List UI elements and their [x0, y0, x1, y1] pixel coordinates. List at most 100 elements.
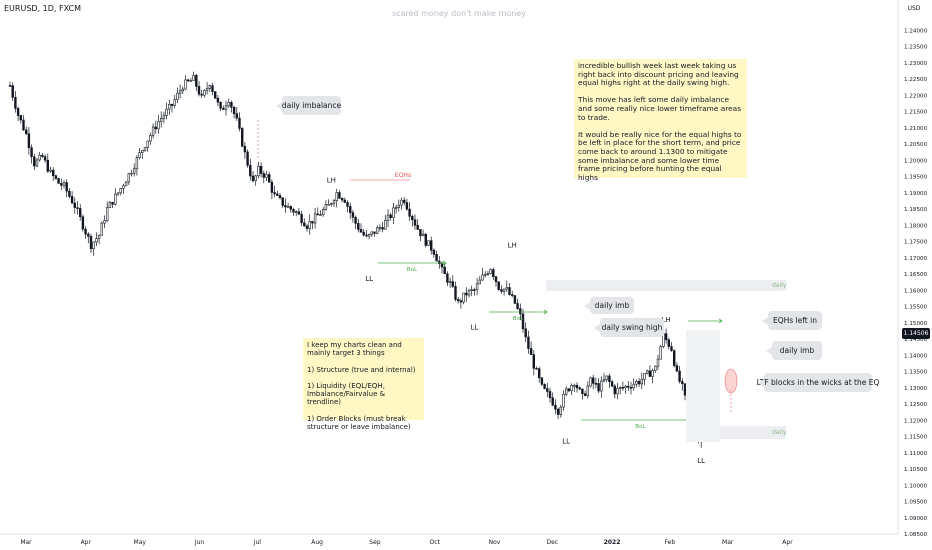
price-tick-label: 1.22000	[904, 93, 928, 99]
candle-body-down	[111, 201, 114, 205]
candle-body-up	[100, 222, 104, 236]
price-tick-label: 1.10000	[904, 483, 928, 489]
candle-body-down	[340, 197, 344, 201]
candle-body-up	[257, 165, 260, 177]
candle-body-down	[300, 213, 303, 224]
candle-body-up	[462, 292, 465, 303]
candle-body-up	[124, 181, 128, 187]
candle-body-up	[141, 150, 144, 153]
candle-body-down	[381, 227, 384, 230]
bos-arrow	[442, 260, 447, 266]
candle-body-down	[402, 199, 406, 203]
candle-body-down	[214, 91, 217, 99]
candle-body-up	[651, 370, 654, 377]
candle-body-down	[578, 387, 581, 390]
candle-body-down	[446, 273, 449, 283]
candle-body-up	[335, 192, 338, 201]
candle-body-down	[513, 295, 517, 304]
callout-daily-swing-high: daily swing high	[594, 318, 664, 337]
candle-body-up	[114, 193, 117, 205]
candle-body-down	[492, 269, 495, 278]
candle-body-down	[629, 386, 633, 389]
candle-body-up	[483, 273, 487, 276]
candle-body-up	[106, 207, 109, 221]
candle-body-down	[68, 190, 71, 197]
bos-arrow	[718, 318, 723, 324]
candle-body-up	[138, 152, 141, 158]
candle-body-down	[465, 292, 468, 296]
candle-body-down	[338, 192, 341, 199]
price-tick-label: 1.13000	[904, 386, 928, 392]
candle-body-down	[8, 85, 12, 87]
callout-daily-imb-2: daily imb	[766, 341, 822, 360]
zone-label-lower: daily	[772, 429, 787, 436]
candle-body-down	[527, 336, 530, 349]
candle-body-up	[162, 115, 166, 119]
candle-body-up	[400, 199, 403, 206]
candle-body-up	[327, 203, 330, 206]
candle-body-down	[232, 107, 236, 115]
chart-subtitle: scared money don't make money	[392, 9, 526, 18]
candle-body-down	[373, 231, 376, 234]
candle-body-down	[65, 182, 68, 192]
candle-body-down	[591, 377, 595, 384]
time-tick-label: Mar	[722, 539, 734, 546]
candle-body-up	[448, 281, 452, 283]
candle-body-up	[203, 90, 206, 96]
candle-body-down	[627, 385, 630, 388]
candle-body-down	[637, 381, 641, 385]
candle-body-down	[546, 388, 549, 392]
candle-body-up	[92, 241, 95, 250]
price-tick-label: 1.14500	[904, 337, 928, 343]
time-tick-label: Oct	[430, 539, 441, 546]
price-tick-label: 1.20500	[904, 142, 928, 148]
price-tick-label: 1.20000	[904, 158, 928, 164]
zone-label-upper: daily	[772, 282, 787, 289]
time-tick-label: Apr	[81, 539, 92, 546]
candle-body-up	[481, 274, 484, 281]
candle-body-up	[192, 74, 195, 81]
candle-body-down	[219, 101, 222, 109]
candle-body-down	[583, 393, 587, 396]
candle-body-up	[116, 192, 120, 195]
price-tick-label: 1.24000	[904, 28, 928, 34]
candle-body-down	[73, 202, 77, 208]
candle-body-up	[286, 206, 290, 208]
structure-label-ll: LL	[365, 275, 373, 283]
candle-body-up	[392, 207, 395, 219]
candle-body-up	[605, 375, 608, 381]
candle-body-up	[570, 385, 573, 392]
candle-body-up	[421, 233, 425, 237]
candle-body-down	[454, 286, 457, 300]
candle-body-down	[249, 165, 252, 177]
callout-eqhs-left-in: EQHs left in	[762, 311, 822, 330]
candle-body-down	[216, 97, 220, 103]
candle-body-down	[521, 313, 525, 330]
candle-body-down	[554, 404, 557, 410]
candle-body-down	[667, 339, 671, 347]
candle-body-down	[316, 213, 319, 216]
time-tick-label: 2022	[604, 539, 621, 546]
candle-body-down	[30, 147, 33, 158]
candle-body-down	[672, 350, 676, 366]
candle-body-down	[222, 107, 225, 110]
candle-body-up	[176, 92, 179, 100]
candle-body-down	[46, 159, 50, 172]
price-tick-label: 1.15000	[904, 321, 928, 327]
candle-body-down	[33, 156, 36, 167]
candle-body-up	[224, 105, 228, 110]
price-axis-unit: USD	[908, 5, 921, 12]
time-tick-label: Feb	[665, 539, 676, 546]
candle-body-down	[200, 93, 203, 96]
candle-body-up	[189, 80, 193, 82]
candle-body-down	[540, 377, 544, 385]
bos-label: BoL	[407, 267, 418, 273]
candle-body-up	[635, 381, 638, 385]
candle-body-up	[624, 385, 627, 389]
price-tick-label: 1.13500	[904, 370, 928, 376]
candle-body-up	[370, 231, 373, 235]
candle-body-up	[502, 288, 506, 292]
price-tick-label: 1.14000	[904, 353, 928, 359]
candle-body-up	[294, 211, 298, 213]
candle-body-up	[562, 393, 565, 408]
